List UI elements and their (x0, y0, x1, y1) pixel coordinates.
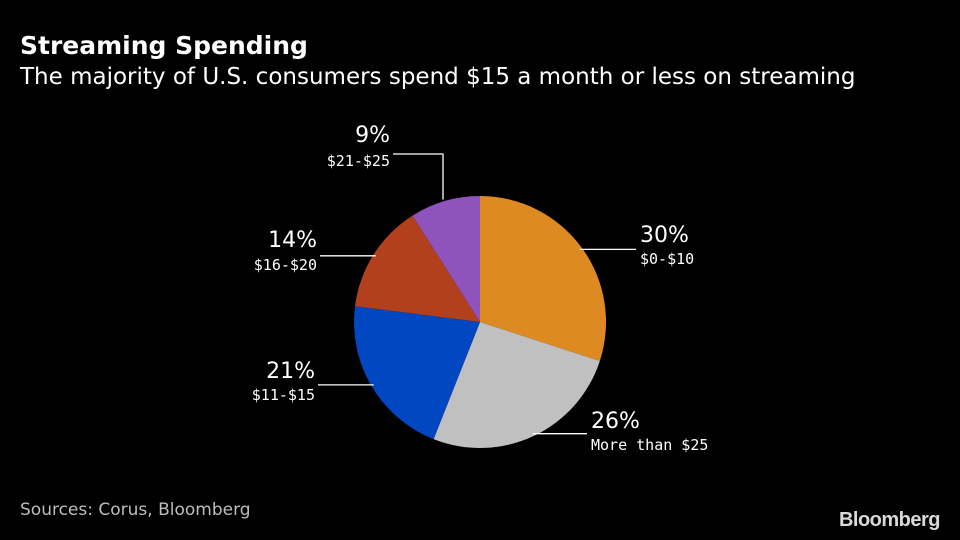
slice-value-label: 21% (266, 359, 315, 384)
slice-value-label: 26% (591, 409, 640, 434)
slice-category-label: $21-$25 (327, 152, 390, 170)
pie-slice-more-than-25 (433, 322, 600, 448)
slice-value-label: 30% (640, 223, 689, 248)
pie-slice-0-10 (480, 196, 606, 361)
slice-category-label: $16-$20 (254, 256, 317, 274)
bloomberg-logo: Bloomberg (838, 509, 941, 531)
slice-category-label: More than $25 (591, 436, 708, 454)
slice-category-label: $11-$15 (252, 386, 315, 404)
chart-subtitle: The majority of U.S. consumers spend $15… (20, 64, 856, 90)
pie-slice-11-15 (353, 306, 480, 440)
leader-line-21-25 (393, 153, 444, 200)
slice-value-label: 14% (268, 228, 317, 253)
pie-slice-21-25 (412, 196, 480, 322)
slice-value-label: 9% (355, 123, 390, 148)
chart-title: Streaming Spending (20, 31, 308, 60)
source-note: Sources: Corus, Bloomberg (20, 500, 251, 520)
pie-slice-16-20 (354, 215, 480, 322)
slice-category-label: $0-$10 (640, 250, 694, 268)
